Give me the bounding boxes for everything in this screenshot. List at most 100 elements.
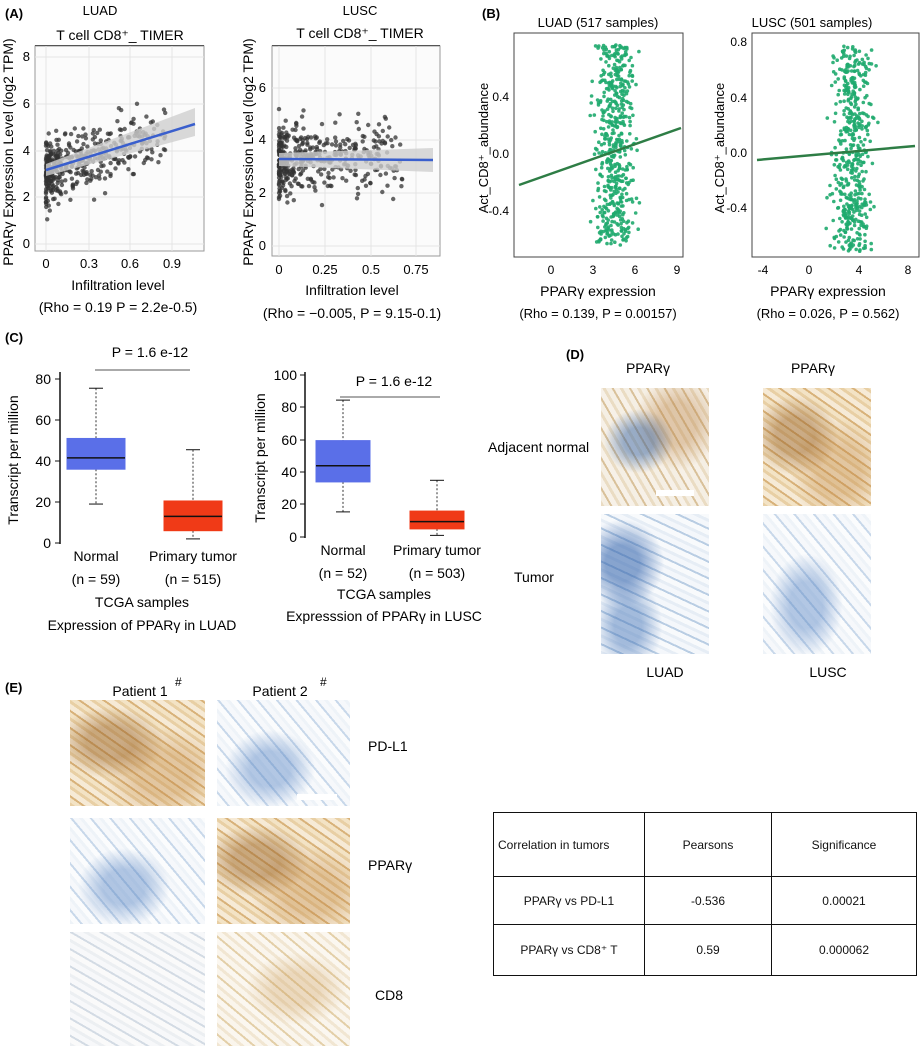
scatter-point: [867, 101, 871, 106]
scatter-point: [857, 60, 862, 65]
scatter-point: [859, 163, 863, 167]
scatter-point: [619, 144, 623, 148]
scatter-point: [120, 158, 125, 163]
scatter-point: [630, 74, 635, 78]
scatter-point: [836, 240, 841, 244]
scatter-point: [833, 80, 838, 84]
scatter-point: [857, 191, 861, 196]
a-right-ylabel: PPARγ Expression Level (log2 TPM): [240, 38, 256, 265]
scatter-point: [604, 131, 608, 136]
scatter-point: [609, 215, 613, 219]
scatter-point: [333, 139, 339, 144]
scatter-point: [619, 77, 624, 81]
scatter-point: [630, 63, 635, 68]
scatter-point: [378, 172, 383, 178]
scale-bar: [656, 490, 694, 496]
a-left-cancer: LUAD: [83, 3, 118, 18]
scatter-point: [283, 187, 288, 193]
c-left-n-tumor: (n = 515): [165, 571, 221, 587]
scatter-point: [867, 121, 871, 126]
a-left-ytick-8: 8: [23, 49, 30, 64]
scatter-point: [627, 180, 631, 185]
c-right-ytick-100: 100: [274, 367, 298, 383]
scatter-point: [613, 100, 618, 105]
scatter-point: [597, 151, 601, 155]
scatter-point: [635, 148, 639, 153]
scatter-point: [610, 228, 614, 232]
scatter-point: [603, 205, 608, 210]
scatter-point: [627, 73, 631, 78]
scatter-point: [47, 183, 52, 189]
scatter-point: [108, 160, 113, 166]
scatter-point: [866, 132, 870, 137]
scatter-point: [841, 49, 845, 53]
scatter-point: [853, 174, 857, 179]
scatter-point: [43, 195, 49, 200]
scatter-point: [605, 107, 610, 111]
scatter-point: [56, 201, 61, 207]
e-patient1-label: Patient 1: [112, 683, 167, 699]
scatter-point: [852, 53, 856, 58]
scatter-point: [850, 171, 854, 175]
scatter-point: [863, 212, 867, 216]
scatter-point: [319, 172, 324, 177]
scatter-point: [366, 122, 371, 128]
scatter-point: [619, 102, 624, 106]
scatter-point: [846, 238, 851, 243]
scatter-point: [132, 154, 138, 159]
scatter-point: [617, 214, 622, 219]
scatter-point: [343, 142, 348, 147]
scatter-point: [855, 68, 860, 73]
scatter-point: [869, 241, 873, 246]
scatter-point: [852, 223, 857, 228]
scatter-point: [322, 180, 327, 185]
scatter-point: [854, 98, 858, 102]
d-foot1-label: LUAD: [646, 664, 683, 680]
scatter-point: [838, 67, 842, 71]
scatter-point: [594, 206, 598, 211]
scatter-point: [829, 83, 834, 88]
a-left-ytick-4: 4: [23, 143, 30, 158]
scatter-point: [387, 125, 392, 130]
scatter-point: [609, 71, 613, 76]
scatter-point: [353, 146, 358, 151]
b-right-fit-line: [756, 144, 916, 162]
scatter-point: [300, 184, 305, 189]
ihc-patient1-cd8: [70, 932, 205, 1046]
scatter-point: [99, 163, 104, 169]
scatter-point: [352, 172, 357, 177]
scatter-point: [284, 193, 290, 199]
scatter-point: [83, 136, 89, 141]
scatter-point: [862, 187, 867, 192]
scatter-point: [833, 173, 837, 178]
scatter-point: [105, 131, 111, 136]
c-left-pvalue: P = 1.6 e-12: [112, 344, 189, 360]
scatter-point: [845, 222, 849, 227]
scatter-point: [612, 153, 617, 158]
scatter-point: [399, 184, 404, 189]
scatter-point: [305, 134, 311, 140]
scatter-point: [846, 215, 850, 219]
scatter-point: [363, 183, 369, 188]
scatter-point: [380, 189, 385, 195]
scatter-point: [374, 144, 379, 149]
scatter-point: [58, 190, 63, 196]
scatter-point: [612, 220, 617, 224]
scatter-point: [841, 208, 846, 212]
scatter-point: [603, 109, 607, 113]
scatter-point: [382, 140, 388, 145]
scatter-point: [591, 198, 595, 203]
scatter-point: [853, 63, 857, 68]
scatter-point: [833, 111, 838, 116]
scatter-point: [624, 99, 629, 104]
scatter-point: [855, 231, 859, 235]
scatter-point: [96, 173, 102, 178]
scatter-point: [824, 226, 828, 231]
scatter-point: [838, 216, 842, 221]
scatter-point: [285, 176, 290, 181]
scatter-point: [617, 166, 622, 171]
scatter-point: [609, 74, 613, 79]
scatter-point: [848, 101, 853, 105]
scatter-point: [627, 115, 632, 120]
scatter-point: [600, 108, 604, 112]
